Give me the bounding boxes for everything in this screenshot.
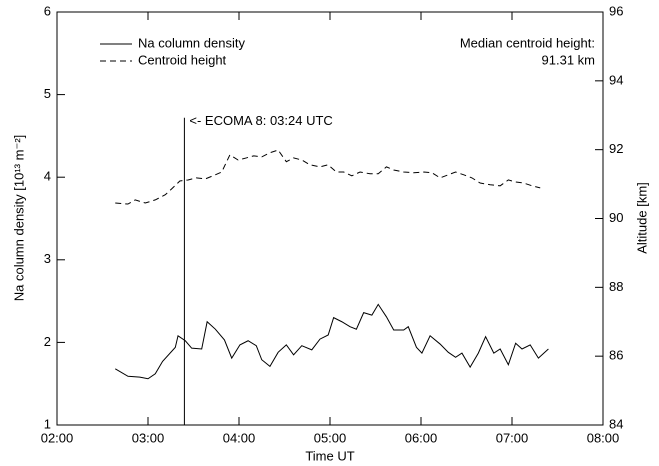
y-tick-label: 1	[44, 416, 51, 431]
y-tick-label: 6	[44, 3, 51, 18]
x-tick-label: 06:00	[405, 430, 438, 445]
x-tick-label: 02:00	[41, 430, 74, 445]
y-tick-label: 3	[44, 251, 51, 266]
x-tick-label: 04:00	[223, 430, 256, 445]
annotation: 91.31 km	[542, 52, 595, 67]
y2-tick-label: 84	[609, 416, 623, 431]
data-line	[114, 303, 549, 380]
x-axis-label: Time UT	[305, 448, 354, 463]
legend-label: Centroid height	[138, 52, 227, 67]
x-tick-label: 03:00	[132, 430, 165, 445]
annotation: Median centroid height:	[460, 35, 595, 50]
y-tick-label: 5	[44, 86, 51, 101]
y-axis-label: Na column density [10¹³ m⁻²]	[11, 135, 26, 302]
legend-label: Na column density	[138, 35, 245, 50]
x-tick-label: 05:00	[314, 430, 347, 445]
y2-tick-label: 92	[609, 141, 623, 156]
x-tick-label: 07:00	[496, 430, 529, 445]
y2-tick-label: 86	[609, 348, 623, 363]
y2-axis-label: Altitude [km]	[634, 182, 649, 254]
data-line	[115, 149, 541, 205]
y2-tick-label: 94	[609, 72, 623, 87]
plot-frame	[56, 11, 604, 426]
y-tick-label: 4	[44, 169, 51, 184]
annotation: <- ECOMA 8: 03:24 UTC	[189, 113, 332, 128]
y2-tick-label: 88	[609, 279, 623, 294]
x-tick-label: 08:00	[587, 430, 620, 445]
y2-tick-label: 90	[609, 210, 623, 225]
y-tick-label: 2	[44, 334, 51, 349]
y2-tick-label: 96	[609, 3, 623, 18]
